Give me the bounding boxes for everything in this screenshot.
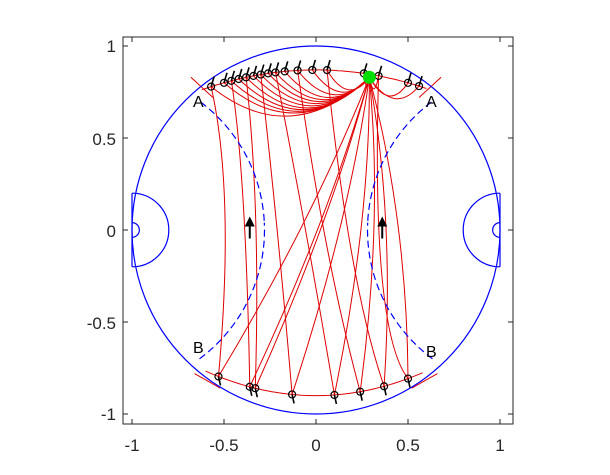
bottom-marker-tail-1 [248,386,253,396]
top-marker-tail-7 [267,63,272,74]
geodesic-cross-5 [297,70,361,392]
geodesic-source-bottom-3 [291,77,370,395]
x-tick-label-1: 1 [495,436,504,455]
left-half-disk-inner [131,222,140,238]
bottom-marker-tail-7 [407,378,411,388]
top-marker-tail-15 [407,72,412,84]
geodesic-cross-3 [260,74,293,395]
corner-label-a-left: A [193,94,204,111]
left-half-disk-outer [131,192,170,268]
inner-arc-upper-0 [199,100,265,221]
corner-line-bottom-right [411,373,438,389]
y-tick-label-1: 1 [107,37,116,56]
top-marker-tail-6 [260,64,265,75]
top-marker-8 [271,68,280,77]
geodesic-curves [190,69,442,397]
geodesic-source-bottom-0 [218,77,370,377]
bottom-marker-tail-4 [333,394,338,405]
top-marker-15 [403,78,413,87]
top-marker-12 [322,66,332,75]
x-tick-label-05: 0.5 [396,436,420,455]
top-marker-11 [308,65,317,75]
endpoint-markers [207,59,424,405]
geodesic-source-bottom-2 [254,77,370,389]
top-marker-9 [280,67,289,76]
geodesic-cross-4 [275,72,335,396]
geodesic-cross-1 [230,80,251,387]
y-tick-label-05: 0.5 [92,130,116,149]
top-marker-tail-1 [223,72,228,84]
top-marker-tail-5 [252,65,258,77]
top-marker-tail-12 [326,59,331,71]
corner-label-b-right: B [426,344,437,361]
inner-arc-upper-1 [367,100,433,221]
inner-arc-lower-1 [366,222,433,360]
arrow-icon-0 [244,216,255,227]
corner-line-bottom-left [194,373,221,389]
geodesic-cross-2 [245,77,258,389]
geodesic-cross-0 [210,86,226,377]
bottom-marker-tail-6 [383,386,387,396]
bottom-marker-tail-5 [359,391,363,401]
boundary-curves [131,45,501,415]
geodesic-cross-6 [326,70,385,387]
geodesic-cross-7 [376,75,409,379]
y-tick-label-neg1: -1 [101,405,116,424]
top-marker-1 [219,78,229,87]
top-marker-tail-13 [363,63,368,74]
top-marker-4 [241,73,251,82]
top-marker-tail-2 [230,70,236,82]
corner-label-a-right: A [426,94,437,111]
top-marker-10 [293,66,302,75]
x-tick-label-0: 0 [311,436,320,455]
x-tick-label-neg05: -0.5 [209,436,238,455]
geodesic-source-bottom-1 [249,77,370,387]
bottom-edge-curve [205,370,423,397]
corner-line-top-right [418,76,442,98]
axis-ticks [123,37,513,424]
inner-arc-lower-0 [199,222,266,360]
axes-box [122,36,514,425]
top-marker-2 [227,76,236,85]
bottom-marker-tail-2 [254,388,259,398]
geodesic-source-bottom-7 [368,77,409,379]
top-marker-tail-8 [274,62,280,73]
bottom-marker-tail-0 [217,376,222,386]
y-tick-label-0: 0 [107,222,116,241]
top-marker-0 [207,82,216,91]
top-marker-3 [234,74,243,84]
source-marker [362,70,376,84]
corner-label-b-left: B [193,340,204,357]
arrow-icon-1 [377,216,388,227]
top-marker-tail-3 [237,68,243,80]
bottom-marker-tail-3 [291,394,295,404]
corner-line-top-left [190,76,214,98]
right-half-disk-inner [492,222,501,238]
top-marker-tail-14 [377,65,383,77]
top-marker-16 [414,81,424,91]
geodesic-top-16 [368,77,420,100]
top-marker-tail-9 [283,61,289,72]
top-marker-tail-16 [418,75,423,87]
geodesic-source-bottom-4 [333,77,370,396]
top-marker-tail-0 [210,76,215,87]
top-marker-tail-11 [311,59,317,71]
x-tick-label-neg1: -1 [124,436,139,455]
top-marker-tail-10 [296,60,302,71]
y-tick-label-neg05: -0.5 [87,314,116,333]
right-half-disk-outer [462,192,501,268]
geodesic-source-bottom-5 [359,77,376,392]
top-marker-tail-4 [245,67,250,78]
